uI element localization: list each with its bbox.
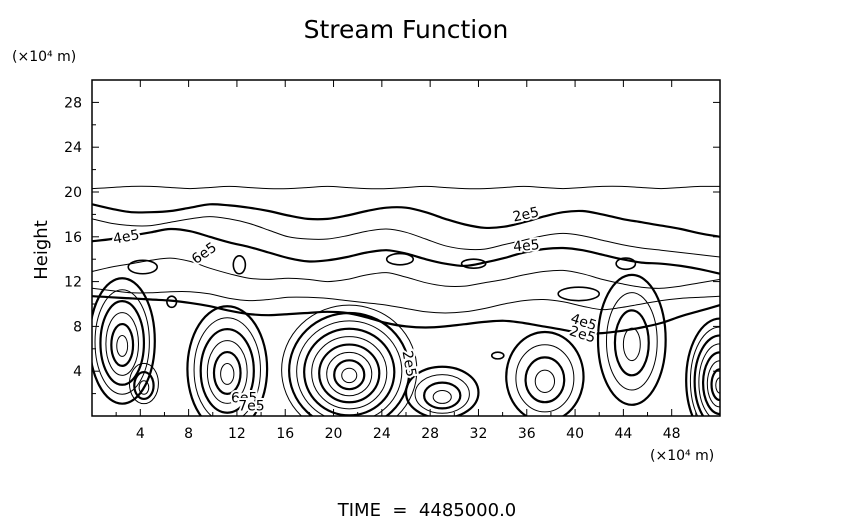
- contour-level-line: [92, 257, 720, 289]
- vortex-contour-ring: [423, 381, 462, 410]
- contour-label: 6e5: [231, 391, 257, 407]
- vortex-contour-ring: [133, 370, 155, 401]
- vortex-contour-ring: [99, 300, 146, 386]
- contour-level-line: [92, 227, 720, 275]
- small-contour-cell: [385, 252, 415, 266]
- vortex-contour-ring: [318, 343, 381, 404]
- x-tick-label: 44: [614, 426, 632, 442]
- x-tick-label: 12: [228, 426, 246, 442]
- contour-label: 2e5: [399, 349, 419, 378]
- vortex-contour-ring: [432, 390, 452, 404]
- contour-label: 6e5: [189, 240, 220, 268]
- vortex-contour-ring: [193, 317, 261, 416]
- contour-level-line: [92, 185, 720, 190]
- vortex-contour-ring: [105, 312, 139, 376]
- small-contour-cell: [166, 295, 178, 309]
- vortex-contour-ring: [186, 305, 269, 416]
- small-contour-cell: [232, 255, 247, 275]
- vortex-contour-ring: [288, 311, 411, 416]
- contour-level-line: [92, 203, 720, 238]
- vortex-contour-ring: [138, 380, 150, 395]
- small-contour-cell: [127, 259, 159, 275]
- vortex-contour-ring: [404, 365, 480, 416]
- contour-label: 4e5: [513, 237, 541, 255]
- y-tick-label: 12: [64, 275, 82, 291]
- vortex-contour-ring: [116, 335, 129, 357]
- chart-title: Stream Function: [304, 15, 509, 44]
- vortex-contour-ring: [685, 317, 720, 416]
- y-tick-label: 16: [64, 230, 82, 246]
- vortex-contour-ring: [110, 322, 135, 367]
- vortex-contour-ring: [333, 359, 366, 391]
- x-tick-label: 20: [325, 426, 343, 442]
- vortex-contour-ring: [220, 363, 235, 385]
- y-tick-label: 28: [64, 95, 82, 111]
- vortex-contour-ring: [515, 344, 575, 413]
- vortex-contour-ring: [199, 328, 255, 414]
- x-tick-label: 4: [136, 426, 145, 442]
- x-tick-label: 36: [518, 426, 536, 442]
- vortex-contour-ring: [689, 326, 720, 416]
- vortex-contour-ring: [622, 327, 641, 362]
- y-axis-label: Height: [31, 220, 52, 280]
- vortex-contour-ring: [326, 351, 373, 397]
- x-tick-label: 24: [373, 426, 391, 442]
- contour-level-line: [92, 216, 720, 258]
- small-contour-cell: [615, 257, 637, 271]
- small-contour-cell: [557, 286, 601, 302]
- vortex-contour-ring: [605, 292, 658, 391]
- vortex-contour-ring: [128, 362, 159, 405]
- x-tick-label: 8: [184, 426, 193, 442]
- vortex-contour-ring: [281, 304, 418, 416]
- vortex-contour-ring: [596, 273, 667, 406]
- contour-label: 4e5: [112, 227, 141, 247]
- contour-lines: [92, 185, 720, 416]
- y-axis-unit: (×10⁴ m): [12, 49, 76, 65]
- x-tick-label: 32: [470, 426, 488, 442]
- vortex-contour-ring: [92, 277, 156, 405]
- time-footer: TIME = 4485000.0: [337, 500, 517, 519]
- vortex-contour-ring: [341, 367, 358, 384]
- x-tick-label: 48: [663, 426, 681, 442]
- x-tick-label: 16: [276, 426, 294, 442]
- vortex-contour-ring: [524, 356, 566, 404]
- x-tick-label: 28: [421, 426, 439, 442]
- small-contour-cell: [490, 351, 505, 360]
- vortex-contour-ring: [296, 320, 403, 416]
- contour-label: 7e5: [238, 398, 264, 414]
- x-axis-unit: (×10⁴ m): [650, 448, 714, 464]
- small-contour-cell: [460, 258, 487, 269]
- vortex-contour-ring: [212, 350, 242, 395]
- contour-label: 2e5: [511, 204, 540, 225]
- vortex-contour-ring: [206, 340, 248, 404]
- vortex-contour-ring: [505, 330, 585, 416]
- vortex-contour-ring: [534, 369, 556, 393]
- y-tick-label: 24: [64, 140, 82, 156]
- y-tick-label: 8: [73, 319, 82, 335]
- contour-level-line: [92, 295, 720, 335]
- vortex-contour-ring: [613, 309, 650, 377]
- vortex-contour-ring: [311, 336, 388, 410]
- vortex-contour-ring: [94, 289, 150, 395]
- vortex-contour-ring: [693, 334, 720, 416]
- contour-level-line: [92, 287, 720, 314]
- y-tick-label: 20: [64, 185, 82, 201]
- x-tick-label: 40: [566, 426, 584, 442]
- vortex-contour-ring: [414, 374, 470, 414]
- y-tick-label: 4: [73, 364, 82, 380]
